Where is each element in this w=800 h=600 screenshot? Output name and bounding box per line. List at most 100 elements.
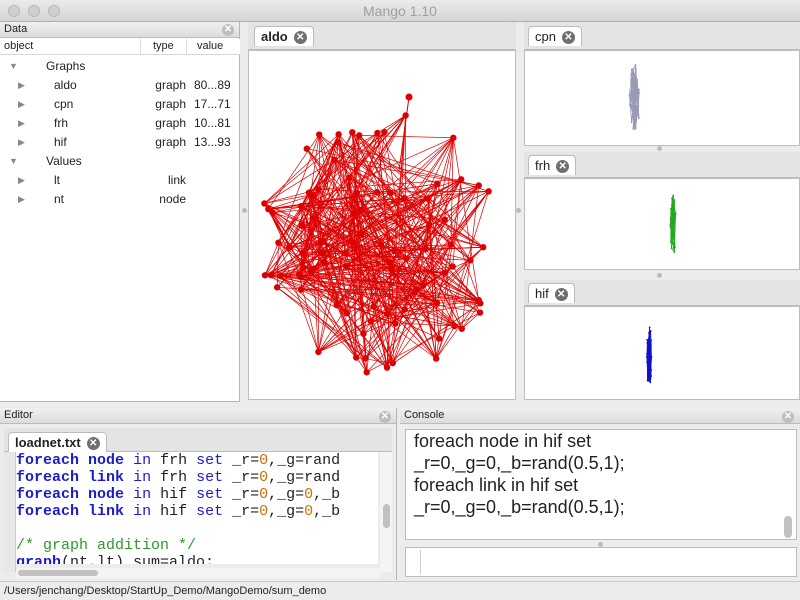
aldo-node[interactable] — [405, 93, 413, 101]
cpn-node[interactable] — [634, 77, 636, 79]
aldo-node[interactable] — [485, 188, 492, 195]
hif-node[interactable] — [646, 352, 649, 355]
tab-aldo-close-icon[interactable]: ✕ — [293, 31, 307, 45]
aldo-node[interactable] — [447, 241, 455, 248]
hif-node[interactable] — [649, 361, 652, 364]
cpn-node[interactable] — [637, 101, 640, 103]
cpn-node[interactable] — [632, 104, 634, 106]
hif-node[interactable] — [649, 376, 652, 379]
disclosure-collapsed-icon[interactable]: ▶ — [18, 175, 25, 185]
hif-node[interactable] — [650, 369, 653, 371]
cpn-node[interactable] — [633, 74, 636, 76]
hif-node[interactable] — [650, 355, 653, 358]
disclosure-collapsed-icon[interactable]: ▶ — [18, 194, 25, 204]
aldo-node[interactable] — [451, 322, 458, 330]
aldo-node[interactable] — [261, 200, 268, 207]
cpn-node[interactable] — [635, 67, 637, 70]
aldo-node[interactable] — [476, 309, 484, 316]
cpn-node[interactable] — [634, 117, 637, 120]
disclosure-expanded-icon[interactable]: ▼ — [9, 156, 18, 166]
aldo-node[interactable] — [425, 221, 433, 229]
aldo-node[interactable] — [356, 132, 363, 139]
data-panel-close-icon[interactable]: ✕ — [222, 24, 234, 36]
cpn-node[interactable] — [633, 103, 635, 106]
aldo-node[interactable] — [433, 299, 441, 307]
aldo-node[interactable] — [265, 205, 272, 213]
code-editor[interactable]: foreach node in frh set _r=0,_g=rand fore… — [16, 452, 378, 564]
aldo-node[interactable] — [449, 263, 456, 270]
frh-node[interactable] — [673, 251, 676, 253]
tab-hif[interactable]: hif ✕ — [528, 283, 575, 303]
hif-node[interactable] — [649, 381, 652, 384]
aldo-node[interactable] — [299, 222, 306, 229]
aldo-node[interactable] — [432, 355, 440, 362]
aldo-node[interactable] — [458, 325, 466, 332]
tab-cpn-close-icon[interactable]: ✕ — [561, 31, 575, 45]
aldo-node[interactable] — [307, 268, 314, 275]
tree-item[interactable]: ▶ nt node — [0, 190, 240, 209]
disclosure-expanded-icon[interactable]: ▼ — [9, 61, 18, 71]
editor-vertical-scrollbar[interactable] — [380, 452, 392, 572]
aldo-node[interactable] — [335, 139, 342, 146]
cpn-node[interactable] — [633, 107, 636, 109]
hif-node[interactable] — [650, 360, 652, 363]
frh-node[interactable] — [672, 194, 675, 197]
aldo-node[interactable] — [267, 272, 275, 279]
hif-node[interactable] — [648, 331, 650, 334]
hif-node[interactable] — [648, 347, 651, 350]
editor-hscroll-thumb[interactable] — [18, 570, 98, 576]
aldo-node[interactable] — [392, 320, 399, 327]
hif-node[interactable] — [649, 329, 652, 332]
frh-node[interactable] — [669, 241, 672, 243]
frh-node[interactable] — [674, 246, 676, 249]
aldo-node[interactable] — [317, 238, 325, 245]
console-close-icon[interactable]: ✕ — [782, 411, 794, 423]
aldo-node[interactable] — [367, 318, 375, 325]
tree-item[interactable]: ▶ hif graph 13...93 — [0, 133, 240, 152]
frh-node[interactable] — [671, 223, 674, 226]
frh-node[interactable] — [672, 197, 674, 200]
horizontal-splitter-handle-2[interactable] — [657, 273, 662, 278]
frh-node[interactable] — [671, 239, 674, 242]
hif-node[interactable] — [648, 349, 651, 352]
hif-node[interactable] — [649, 371, 652, 374]
cpn-node[interactable] — [632, 128, 634, 130]
tab-aldo[interactable]: aldo ✕ — [254, 26, 314, 46]
aldo-node[interactable] — [402, 112, 409, 119]
frh-graph-view[interactable] — [524, 178, 800, 270]
cpn-node[interactable] — [630, 78, 632, 80]
cpn-node[interactable] — [634, 90, 637, 92]
aldo-node[interactable] — [343, 310, 351, 317]
aldo-node[interactable] — [413, 285, 420, 293]
cpn-node[interactable] — [633, 81, 636, 83]
frh-node[interactable] — [673, 242, 676, 245]
aldo-node[interactable] — [335, 131, 342, 138]
aldo-node[interactable] — [401, 306, 408, 313]
aldo-node[interactable] — [360, 330, 367, 337]
frh-node[interactable] — [673, 202, 676, 204]
vertical-splitter-handle-2[interactable] — [516, 208, 521, 213]
hif-node[interactable] — [646, 379, 649, 382]
tree-item[interactable]: ▶ aldo graph 80...89 — [0, 76, 240, 95]
aldo-node[interactable] — [435, 335, 443, 342]
frh-node[interactable] — [669, 207, 672, 210]
frh-network-graph[interactable] — [525, 179, 799, 269]
aldo-node[interactable] — [309, 215, 317, 222]
aldo-node[interactable] — [300, 265, 307, 272]
aldo-node[interactable] — [370, 303, 378, 310]
tree-item[interactable]: ▶ lt link — [0, 171, 240, 190]
vertical-splitter-handle[interactable] — [242, 208, 247, 213]
cpn-node[interactable] — [632, 69, 634, 72]
aldo-node[interactable] — [458, 176, 465, 183]
aldo-node[interactable] — [374, 129, 381, 137]
frh-node[interactable] — [673, 224, 675, 227]
hif-node[interactable] — [648, 380, 651, 383]
aldo-node[interactable] — [362, 355, 369, 362]
aldo-node[interactable] — [299, 249, 306, 257]
frh-node[interactable] — [673, 220, 676, 223]
hif-network-graph[interactable] — [525, 307, 799, 399]
close-window-button[interactable] — [8, 5, 20, 17]
frh-node[interactable] — [673, 212, 676, 215]
aldo-node[interactable] — [434, 180, 441, 188]
aldo-node[interactable] — [377, 241, 385, 248]
